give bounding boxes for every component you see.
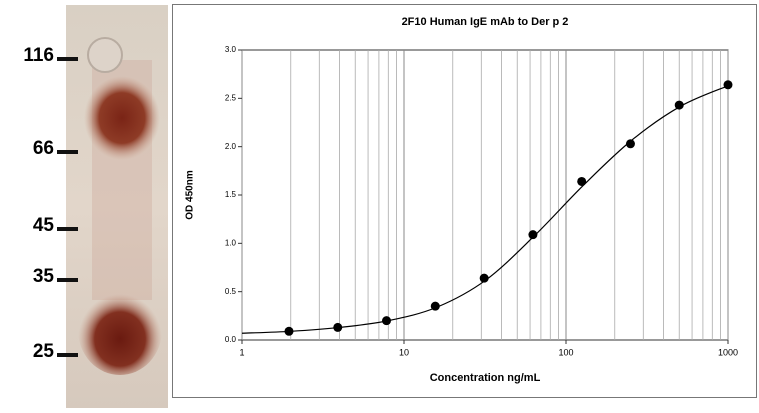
plot-border xyxy=(242,50,728,340)
data-point xyxy=(333,323,342,332)
y-tick-label: 0.5 xyxy=(225,287,237,296)
data-point xyxy=(724,80,733,89)
marker-tick xyxy=(57,150,78,154)
x-tick-label: 1 xyxy=(239,347,244,357)
gel-well xyxy=(88,38,122,72)
marker-label: 25 xyxy=(33,341,55,362)
marker-tick xyxy=(57,57,78,61)
gel-band xyxy=(84,76,160,160)
data-point xyxy=(480,274,489,283)
data-point xyxy=(528,230,537,239)
data-point xyxy=(626,139,635,148)
page: 116 66 45 35 25 2F10 Human IgE mAb to Der p … xyxy=(0,0,759,408)
marker-label: 66 xyxy=(33,138,54,159)
marker-label: 116 xyxy=(23,45,54,66)
y-tick-label: 2.0 xyxy=(225,142,237,151)
chart-frame xyxy=(173,5,757,398)
y-tick-label: 3.0 xyxy=(225,45,237,54)
figure: 116 66 45 35 25 2F10 Human IgE mAb to Der p … xyxy=(0,0,759,408)
x-axis-label: Concentration ng/mL xyxy=(430,372,541,384)
data-point xyxy=(431,302,440,311)
data-point xyxy=(382,316,391,325)
marker-label: 35 xyxy=(33,266,55,287)
y-tick-label: 2.5 xyxy=(225,93,237,102)
data-point xyxy=(675,101,684,110)
chart-title: 2F10 Human IgE mAb to Der p 2 xyxy=(402,16,569,28)
y-tick-label: 0.0 xyxy=(225,335,237,344)
y-axis-label: OD 450nm xyxy=(185,170,196,220)
y-tick-label: 1.0 xyxy=(225,238,237,247)
gel xyxy=(66,5,168,408)
marker-tick xyxy=(57,227,78,231)
y-tick-label: 1.5 xyxy=(225,190,237,199)
x-tick-label: 10 xyxy=(399,347,409,357)
data-point xyxy=(284,327,293,336)
x-tick-label: 100 xyxy=(558,347,573,357)
x-tick-label: 1000 xyxy=(718,347,738,357)
gel-band xyxy=(78,285,162,375)
data-point xyxy=(577,177,586,186)
fit-curve xyxy=(242,86,728,333)
marker-tick xyxy=(57,353,78,357)
marker-label: 45 xyxy=(33,215,55,236)
plot-area: 1 10 100 1000 0.0 0.5 1.0 1.5 2.0 2.5 3.0 xyxy=(225,45,738,357)
marker-tick xyxy=(57,278,78,282)
